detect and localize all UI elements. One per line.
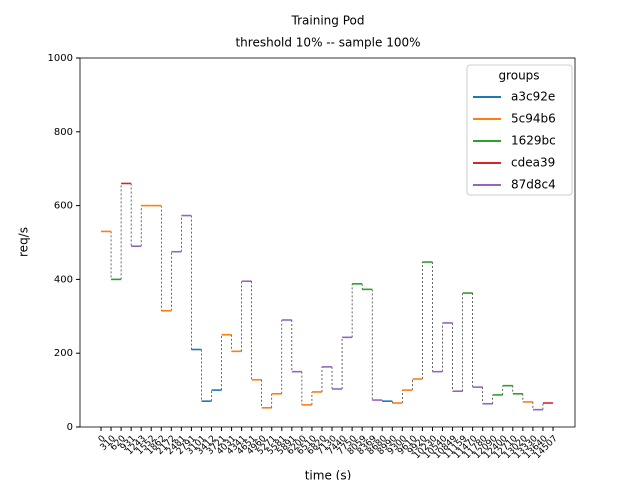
x-axis-label: time (s): [305, 469, 352, 480]
legend-label: 5c94b6: [511, 112, 556, 126]
y-axis-label: req/s: [17, 227, 31, 257]
y-tick-label: 0: [67, 422, 73, 433]
legend-label: cdea39: [511, 156, 555, 170]
y-tick-label: 400: [54, 274, 73, 285]
legend-box: [466, 64, 573, 196]
y-tick-label: 200: [54, 348, 73, 359]
chart-subtitle: threshold 10% -- sample 100%: [235, 36, 420, 50]
y-tick-label: 800: [54, 127, 73, 138]
chart-title: Training Pod: [291, 14, 365, 28]
y-tick-label: 600: [54, 201, 73, 212]
legend-title: groups: [498, 69, 539, 83]
y-tick-label: 1000: [48, 53, 73, 64]
legend-label: 87d8c4: [511, 178, 556, 192]
legend-label: a3c92e: [511, 90, 555, 104]
plot-frame: [79, 57, 576, 428]
x-tick-label: 0: [97, 434, 108, 445]
legend-label: 1629bc: [511, 134, 556, 148]
